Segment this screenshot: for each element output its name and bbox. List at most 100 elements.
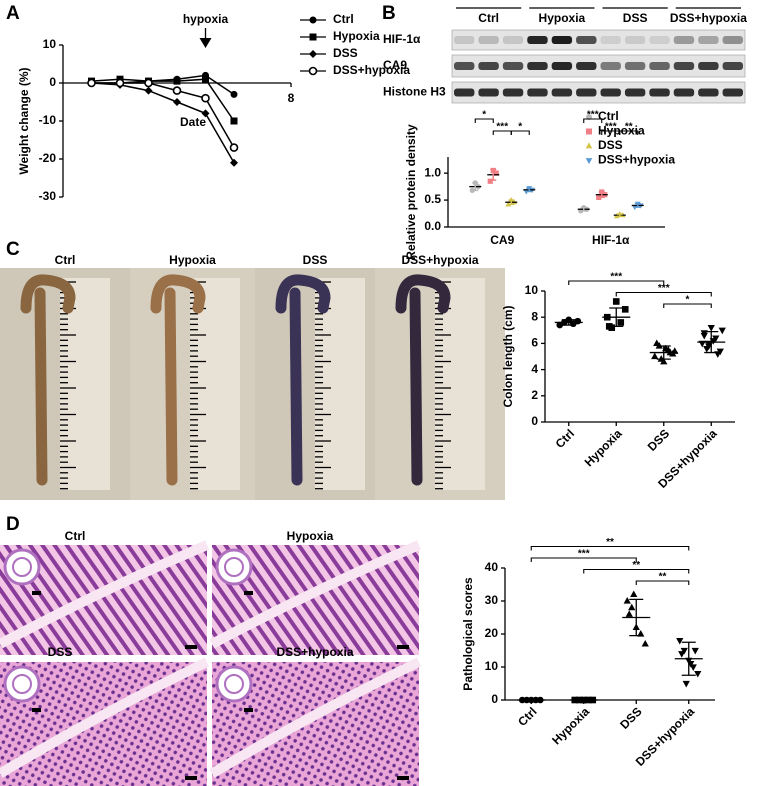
blot-band bbox=[478, 88, 499, 97]
marker bbox=[625, 610, 633, 617]
inset-scale-bar bbox=[244, 591, 253, 595]
inset bbox=[3, 665, 41, 703]
marker bbox=[201, 109, 210, 118]
y-tick-label: 30 bbox=[485, 593, 499, 607]
protein-label: CA9 bbox=[383, 58, 407, 72]
blot-band bbox=[527, 62, 548, 70]
marker bbox=[308, 66, 318, 76]
blot-strip bbox=[451, 54, 746, 78]
scale-bar bbox=[185, 645, 197, 649]
inset bbox=[215, 548, 253, 586]
marker bbox=[651, 352, 659, 360]
legend-label: Ctrl bbox=[598, 109, 619, 123]
inset bbox=[215, 665, 253, 703]
error-bar bbox=[681, 641, 696, 676]
blot-group-label: Ctrl bbox=[478, 11, 499, 25]
significance-bracket-label: *** bbox=[610, 272, 622, 283]
legend-label: Hypoxia bbox=[333, 29, 380, 43]
y-tick-label: 0.5 bbox=[424, 192, 441, 206]
blot-band bbox=[551, 88, 573, 97]
significance-bracket-label: ** bbox=[632, 560, 640, 571]
error-bar bbox=[490, 168, 497, 181]
protein-label: HIF-1α bbox=[383, 32, 421, 46]
colon bbox=[275, 274, 331, 486]
x-tick-label: Hypoxia bbox=[582, 426, 625, 469]
marker bbox=[623, 597, 631, 604]
inset-inner bbox=[12, 557, 32, 577]
error-bar bbox=[472, 182, 479, 192]
significance-bracket-label: ** bbox=[659, 572, 667, 583]
blot-group-label: Hypoxia bbox=[539, 11, 586, 25]
blot-band bbox=[698, 62, 719, 70]
significance-bracket bbox=[474, 118, 494, 123]
y-tick-label: 0 bbox=[531, 414, 538, 428]
blot-band bbox=[551, 36, 573, 44]
protein-label: Histone H3 bbox=[383, 85, 446, 99]
blot-group-label: DSS+hypoxia bbox=[670, 11, 747, 25]
blot-band bbox=[698, 88, 719, 97]
significance-bracket bbox=[615, 291, 712, 297]
photo-label: DSS+hypoxia bbox=[401, 253, 478, 267]
blot-band bbox=[478, 36, 499, 44]
marker bbox=[574, 317, 582, 325]
marker bbox=[585, 158, 593, 165]
histology-label: DSS+hypoxia bbox=[276, 645, 353, 659]
error-bar bbox=[656, 345, 671, 360]
blot-band bbox=[600, 88, 621, 97]
blot-band bbox=[649, 62, 670, 70]
y-tick-label: -20 bbox=[39, 151, 57, 165]
legend-label: Ctrl bbox=[333, 12, 354, 26]
y-tick-label: 0 bbox=[491, 692, 498, 706]
blot-band bbox=[478, 62, 499, 70]
x-tick-label: Ctrl bbox=[515, 704, 540, 729]
annotation-arrowhead bbox=[199, 38, 212, 48]
panel-letter: C bbox=[6, 239, 20, 260]
inset-scale-bar bbox=[244, 708, 253, 712]
marker bbox=[115, 78, 125, 88]
blot-band bbox=[673, 36, 695, 44]
x-tick-label: HIF-1α bbox=[592, 233, 630, 247]
scale-bar bbox=[397, 645, 409, 649]
legend-label: DSS+hypoxia bbox=[333, 63, 410, 77]
y-tick-label: 4 bbox=[531, 362, 538, 376]
significance-bracket bbox=[510, 130, 530, 135]
marker bbox=[678, 651, 686, 658]
scale-bar bbox=[397, 776, 409, 780]
blot-band bbox=[502, 36, 524, 44]
y-tick-label: 20 bbox=[485, 626, 499, 640]
blot-group-label: DSS bbox=[623, 11, 648, 25]
error-bar bbox=[616, 213, 623, 217]
significance-bracket-label: * bbox=[518, 122, 522, 133]
marker bbox=[676, 637, 684, 645]
panel-letter: D bbox=[6, 514, 20, 535]
marker bbox=[621, 306, 629, 313]
y-tick-label: 2 bbox=[531, 388, 538, 402]
legend-label: DSS bbox=[598, 138, 623, 152]
significance-bracket-label: * bbox=[482, 110, 486, 121]
y-axis-label: Pathological scores bbox=[461, 577, 475, 691]
y-tick-label: 10 bbox=[485, 659, 499, 673]
significance-bracket bbox=[583, 568, 690, 574]
marker bbox=[487, 178, 493, 184]
error-bar bbox=[609, 307, 624, 328]
series-line bbox=[91, 78, 235, 122]
marker bbox=[612, 298, 620, 305]
blot-band bbox=[722, 36, 743, 44]
y-tick-label: 0.0 bbox=[424, 219, 441, 233]
inset bbox=[3, 548, 41, 586]
marker bbox=[309, 50, 317, 58]
blot-band bbox=[527, 36, 548, 44]
tissue-edge bbox=[0, 657, 210, 778]
x-tick-label: CA9 bbox=[490, 233, 514, 247]
error-bar bbox=[580, 206, 587, 212]
y-tick-label: 0 bbox=[49, 75, 56, 89]
significance-bracket-label: ** bbox=[625, 122, 633, 133]
colon bbox=[150, 274, 206, 486]
marker bbox=[707, 325, 715, 332]
colon bbox=[395, 274, 451, 486]
marker bbox=[173, 98, 181, 106]
blot-band bbox=[454, 88, 475, 97]
colon bbox=[20, 274, 76, 486]
blot-band bbox=[454, 36, 475, 44]
blot-band bbox=[502, 62, 524, 70]
